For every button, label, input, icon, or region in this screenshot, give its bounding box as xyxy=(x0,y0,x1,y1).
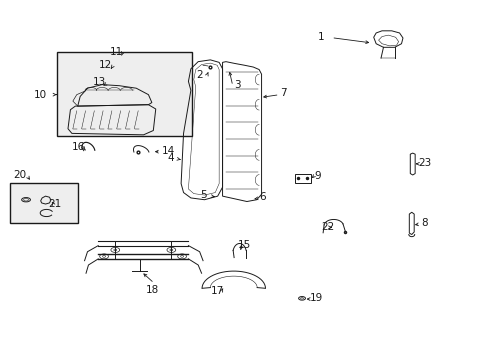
Text: 12: 12 xyxy=(99,60,112,70)
Text: 14: 14 xyxy=(161,145,175,156)
Text: 16: 16 xyxy=(71,142,84,152)
Text: 11: 11 xyxy=(110,46,123,57)
Text: 5: 5 xyxy=(200,190,207,200)
Text: 7: 7 xyxy=(280,88,286,98)
Text: 13: 13 xyxy=(92,77,105,87)
Text: 18: 18 xyxy=(145,285,159,295)
Text: 22: 22 xyxy=(321,222,334,231)
Bar xyxy=(10,183,78,223)
Bar xyxy=(295,174,310,183)
Text: 4: 4 xyxy=(167,153,174,163)
Text: 21: 21 xyxy=(48,199,61,210)
Text: 15: 15 xyxy=(238,240,251,250)
Text: 1: 1 xyxy=(317,32,324,41)
Text: 3: 3 xyxy=(234,80,241,90)
Text: 23: 23 xyxy=(417,158,430,168)
Text: 6: 6 xyxy=(259,192,265,202)
Text: 8: 8 xyxy=(420,218,427,228)
Text: 20: 20 xyxy=(13,170,26,180)
Text: 19: 19 xyxy=(309,293,323,303)
Text: 9: 9 xyxy=(314,171,320,181)
Text: 10: 10 xyxy=(34,90,47,100)
Text: 17: 17 xyxy=(210,286,223,296)
Text: 2: 2 xyxy=(196,70,203,80)
Bar xyxy=(57,52,192,136)
